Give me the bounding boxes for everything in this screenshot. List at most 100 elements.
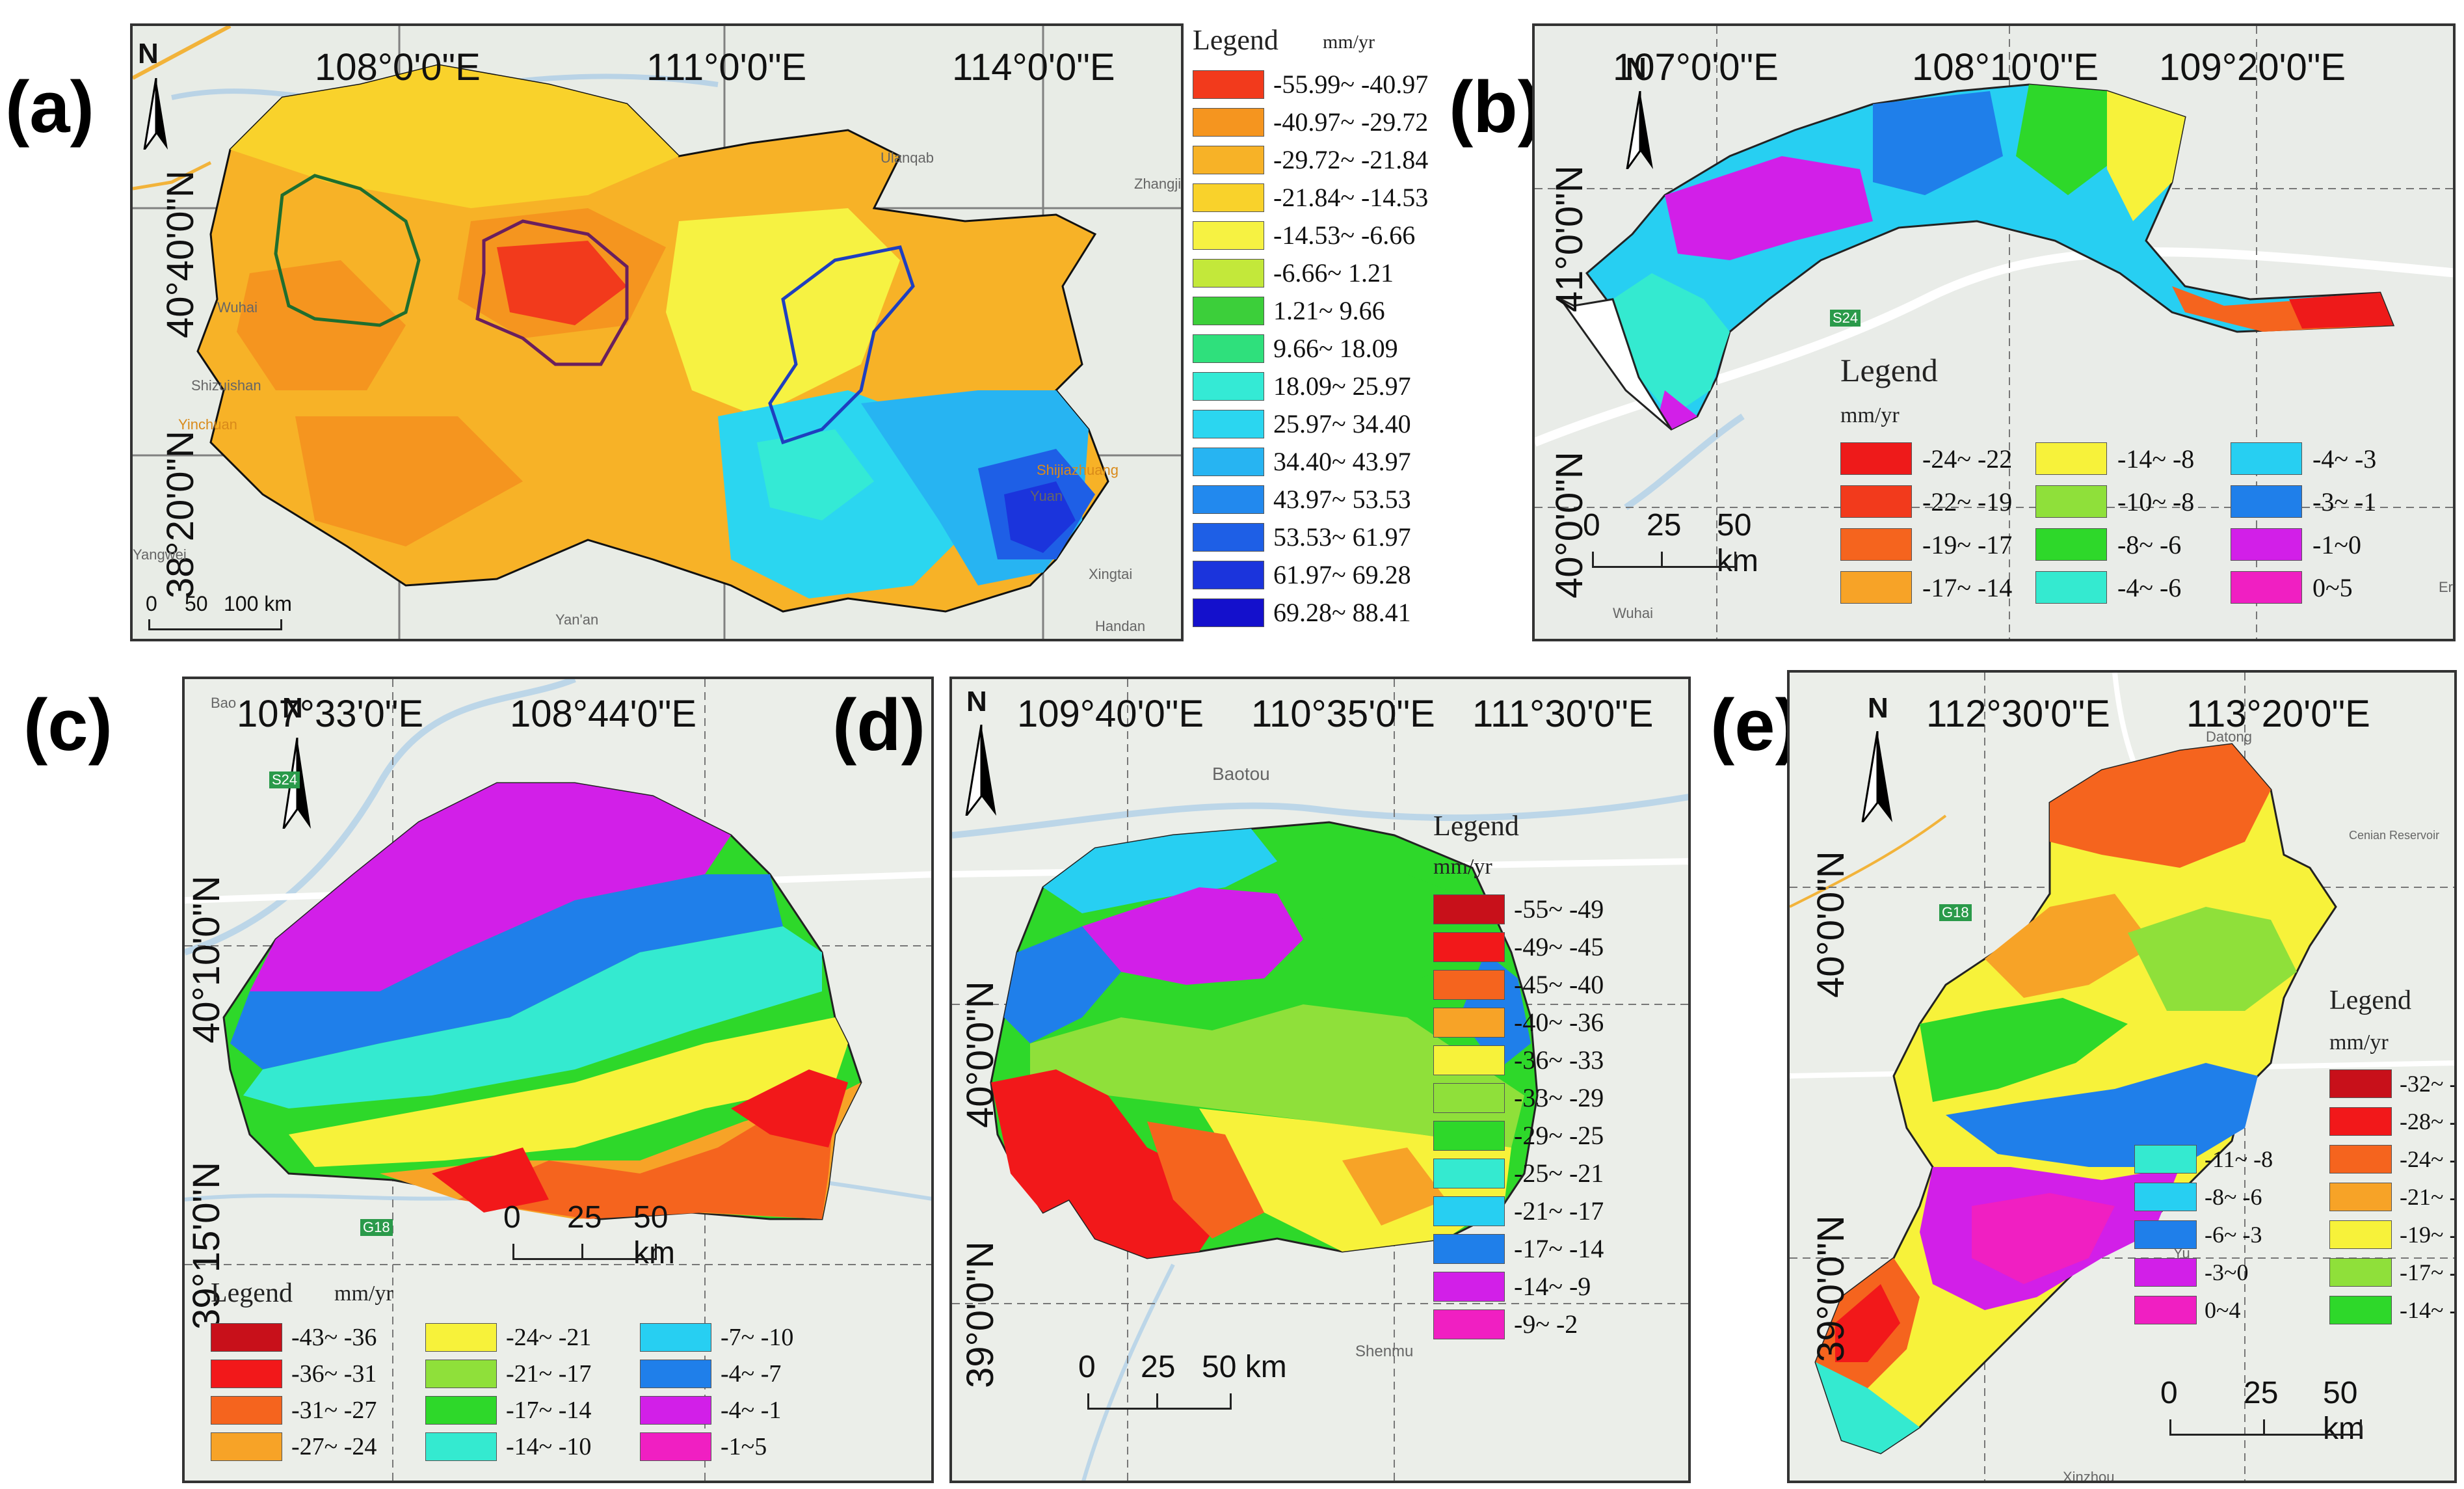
legend-swatch <box>1193 409 1264 438</box>
scale-0: 0 <box>503 1200 521 1235</box>
legend-swatch <box>1193 183 1264 212</box>
legend-label: -24~ -22 <box>1922 444 2013 474</box>
panel-e-lon-2: 113°20'0"E <box>2186 693 2370 735</box>
panel-a-place: Xingtai <box>1089 566 1133 582</box>
legend-label: -24~ -21 <box>506 1324 592 1351</box>
legend-item: -6~ -3 <box>2134 1220 2262 1249</box>
panel-a-scale-bar: 0 50 100 km <box>133 592 341 637</box>
panel-d-scale-bar: 0 25 50 km <box>1078 1349 1290 1427</box>
panel-b-label: (b) <box>1449 66 1543 148</box>
panel-a-label: (a) <box>5 66 94 148</box>
north-arrow-icon <box>965 725 996 816</box>
panel-a-outline-green <box>274 174 421 327</box>
scale-0: 0 <box>2160 1376 2178 1410</box>
legend-label: -11~ -8 <box>2205 1146 2273 1172</box>
panel-e-scale-bar: 0 25 50 km <box>2160 1375 2375 1453</box>
panel-e-place: Cenian Reservoir <box>2349 829 2440 842</box>
legend-label: -25~ -21 <box>1514 1159 1604 1188</box>
legend-swatch <box>2231 571 2302 604</box>
legend-title: Legend <box>1433 810 1519 842</box>
legend-label: -21~ -19 <box>2400 1184 2457 1210</box>
legend-swatch <box>1840 485 1912 518</box>
panel-b-road-badge: S24 <box>1830 310 1861 327</box>
legend-item: -22~ -19 <box>1840 485 2012 518</box>
legend-item: 9.66~ 18.09 <box>1193 333 1398 364</box>
panel-c-lat-1: 40°10'0"N <box>185 875 228 1043</box>
legend-swatch <box>425 1432 497 1461</box>
legend-swatch <box>2134 1220 2197 1249</box>
legend-item: -4~ -1 <box>640 1396 781 1425</box>
legend-label: 34.40~ 43.97 <box>1273 447 1411 476</box>
panel-c-legend: Legend mm/yr -43~ -36 -36~ -31 -31~ -27 -27… <box>211 1278 926 1473</box>
legend-item: -36~ -33 <box>1433 1045 1604 1075</box>
legend-swatch <box>1193 485 1264 514</box>
legend-label: -17~ -14 <box>2400 1259 2457 1285</box>
legend-item: -9~ -2 <box>1433 1309 1578 1339</box>
legend-label: 9.66~ 18.09 <box>1273 334 1398 363</box>
legend-label: -21~ -17 <box>506 1360 592 1388</box>
legend-unit: mm/yr <box>1323 31 1375 53</box>
panel-d-place: Shenmu <box>1355 1343 1414 1360</box>
legend-label: -8~ -6 <box>2205 1184 2262 1210</box>
legend-label: -3~0 <box>2205 1259 2249 1285</box>
legend-swatch <box>425 1323 497 1352</box>
legend-swatch <box>1193 334 1264 363</box>
legend-label: -17~ -14 <box>1922 572 2013 602</box>
panel-c-scale-bar: 0 25 50 km <box>503 1200 718 1278</box>
legend-item: -14~ -8 <box>2035 442 2194 475</box>
legend-label: -28~ -24 <box>2400 1108 2457 1134</box>
legend-item: -14.53~ -6.66 <box>1193 220 1415 250</box>
legend-label: -55~ -49 <box>1514 894 1604 924</box>
legend-item: -17~ -14 <box>1433 1233 1604 1264</box>
legend-item: -19~ -17 <box>2329 1220 2454 1249</box>
legend-item: -25~ -21 <box>1433 1158 1604 1188</box>
panel-a-place: Shizuishan <box>191 377 261 394</box>
legend-item: 18.09~ 25.97 <box>1193 371 1411 401</box>
scale-mid: 50 <box>185 592 208 615</box>
legend-item: -27~ -24 <box>211 1432 377 1461</box>
legend-label: -7~ -10 <box>721 1324 794 1351</box>
panel-d-legend: Legend mm/yr -55~ -49 -49~ -45 -45~ -40 -40… <box>1433 809 1680 1395</box>
legend-swatch <box>2329 1145 2392 1174</box>
legend-title: Legend <box>1193 24 1278 56</box>
scale-end: 50 km <box>2323 1376 2365 1446</box>
panel-b-lat-1: 41°0'0"N <box>1548 165 1591 312</box>
panel-a-lon-3: 114°0'0"E <box>952 46 1115 88</box>
legend-label: -14~ -9 <box>1514 1272 1591 1301</box>
legend-item: -3~ -1 <box>2231 485 2376 518</box>
scale-0: 0 <box>1078 1350 1096 1384</box>
legend-item: -4~ -6 <box>2035 571 2181 604</box>
panel-a-place: Shijiazhuang <box>1037 462 1119 478</box>
legend-item: 34.40~ 43.97 <box>1193 446 1411 477</box>
legend-label: 1.21~ 9.66 <box>1273 296 1385 325</box>
legend-item: -21~ -17 <box>425 1360 591 1388</box>
panel-c-place: Bao <box>211 695 237 711</box>
panel-b-lon-1: 107°0'0"E <box>1613 46 1779 88</box>
legend-swatch <box>1193 522 1264 552</box>
panel-a-legend: Legend mm/yr -55.99~ -40.97 -40.97~ -29.7… <box>1193 23 1446 648</box>
panel-a-outline-purple <box>475 219 629 366</box>
legend-item: -21~ -19 <box>2329 1183 2457 1211</box>
legend-item: -33~ -29 <box>1433 1082 1604 1113</box>
legend-swatch <box>1193 70 1264 99</box>
legend-label: -21.84~ -14.53 <box>1273 183 1429 212</box>
legend-label: -3~ -1 <box>2312 487 2377 516</box>
legend-item: -24~ -21 <box>425 1323 591 1352</box>
panel-b-lon-2: 108°10'0"E <box>1912 46 2099 88</box>
legend-item: -1~0 <box>2231 528 2361 561</box>
legend-item: -8~ -6 <box>2134 1183 2262 1211</box>
panel-a-lat-2: 38°20'0"N <box>159 430 202 598</box>
legend-label: -14.53~ -6.66 <box>1273 221 1416 250</box>
scale-end: 50 km <box>1202 1350 1287 1384</box>
legend-swatch <box>1193 371 1264 401</box>
legend-item: -36~ -31 <box>211 1360 377 1388</box>
legend-item: -8~ -6 <box>2035 528 2181 561</box>
legend-item: 0~5 <box>2231 571 2353 604</box>
legend-swatch <box>211 1360 282 1388</box>
panel-e-map: N 112°30'0"E 113°20'0"E 40°0'0"N 39°0'0"… <box>1787 670 2457 1483</box>
legend-item: -4~ -7 <box>640 1360 781 1388</box>
panel-b-place: Wuhai <box>1613 605 1653 621</box>
legend-label: 0~5 <box>2312 572 2353 602</box>
legend-label: -43~ -36 <box>291 1324 377 1351</box>
legend-item: 69.28~ 88.41 <box>1193 597 1411 628</box>
